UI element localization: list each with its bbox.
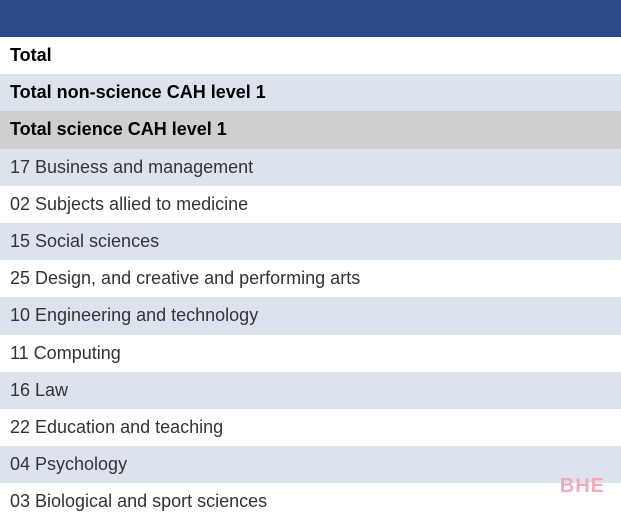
table-row: 03 Biological and sport sciences <box>0 483 621 520</box>
row-label: 22 Education and teaching <box>10 415 223 440</box>
summary-label: Total science CAH level 1 <box>10 117 227 142</box>
table-row: 15 Social sciences <box>0 223 621 260</box>
summary-row-total: Total <box>0 37 621 74</box>
summary-label: Total <box>10 43 52 68</box>
table-row: 11 Computing <box>0 335 621 372</box>
summary-label: Total non-science CAH level 1 <box>10 80 266 105</box>
table-row: 16 Law <box>0 372 621 409</box>
row-label: 11 Computing <box>10 341 121 366</box>
row-label: 16 Law <box>10 378 68 403</box>
subject-table: Total Total non-science CAH level 1 Tota… <box>0 0 621 520</box>
row-label: 15 Social sciences <box>10 229 159 254</box>
summary-row-science: Total science CAH level 1 <box>0 111 621 148</box>
table-row: 22 Education and teaching <box>0 409 621 446</box>
table-header-bar <box>0 0 621 37</box>
table-row: 10 Engineering and technology <box>0 297 621 334</box>
row-label: 03 Biological and sport sciences <box>10 489 267 514</box>
row-label: 02 Subjects allied to medicine <box>10 192 248 217</box>
table-row: 02 Subjects allied to medicine <box>0 186 621 223</box>
table-row: 17 Business and management <box>0 149 621 186</box>
table-row: 04 Psychology <box>0 446 621 483</box>
row-label: 17 Business and management <box>10 155 253 180</box>
row-label: 10 Engineering and technology <box>10 303 258 328</box>
row-label: 25 Design, and creative and performing a… <box>10 266 360 291</box>
table-row: 25 Design, and creative and performing a… <box>0 260 621 297</box>
summary-row-nonscience: Total non-science CAH level 1 <box>0 74 621 111</box>
row-label: 04 Psychology <box>10 452 127 477</box>
